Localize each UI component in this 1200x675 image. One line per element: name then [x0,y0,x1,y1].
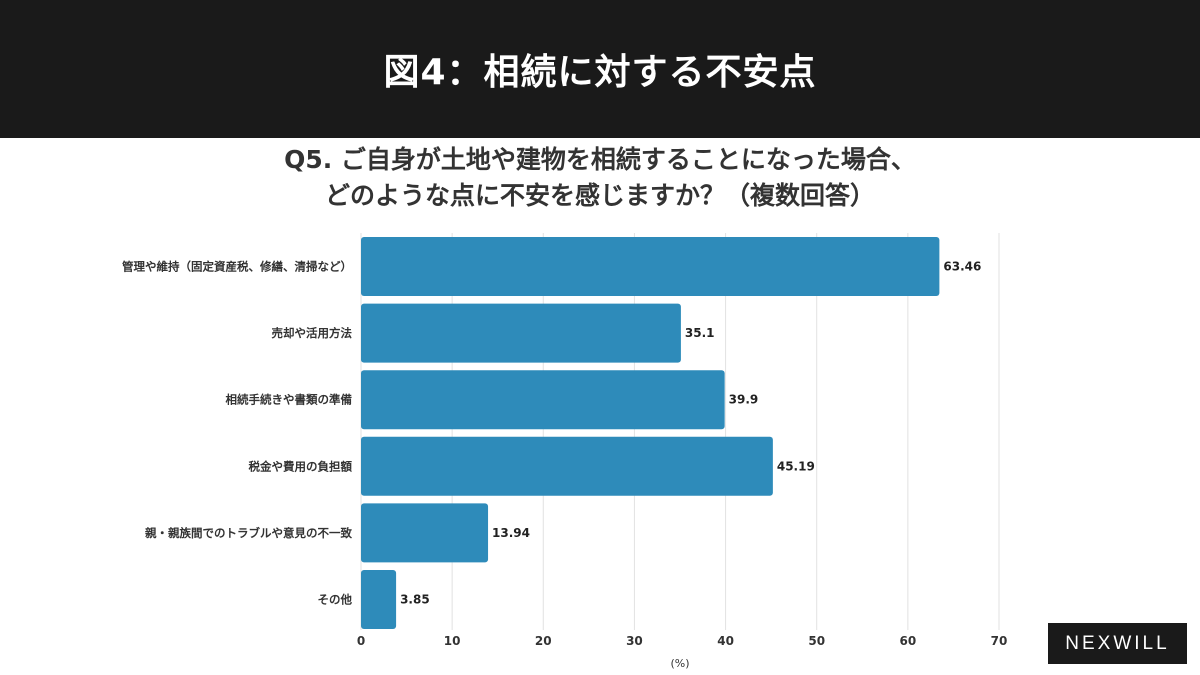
x-tick-label: 40 [717,634,734,648]
x-tick-label: 30 [626,634,643,648]
data-label: 45.19 [777,459,815,473]
chart-title-line2: どのような点に不安を感じますか？（複数回答） [324,181,875,210]
category-label: その他 [318,593,353,607]
category-label: 税金や費用の負担額 [249,459,353,473]
bar [361,436,773,496]
data-label: 39.9 [729,393,759,407]
data-label: 13.94 [492,526,530,540]
chart-title-line1: Q5. ご自身が土地や建物を相続することになった場合、 [284,145,916,174]
x-tick-label: 10 [444,634,461,648]
x-tick-label: 20 [535,634,552,648]
bar [361,570,397,629]
category-label: 親・親族間でのトラブルや意見の不一致 [145,526,352,540]
figure-title: 図4：相続に対する不安点 [383,52,817,93]
data-label: 35.1 [685,326,715,340]
nexwill-logo: NEXWILL [1048,623,1187,664]
header-banner: 図4：相続に対する不安点 [0,0,1200,138]
category-label: 相続手続きや書類の準備 [226,393,353,407]
category-label: 売却や活用方法 [272,326,353,340]
x-tick-label: 70 [991,634,1008,648]
bar [361,303,681,363]
bar [361,237,940,296]
chart-title: Q5. ご自身が土地や建物を相続することになった場合、 どのような点に不安を感じ… [0,142,1200,214]
logo-text: NEXWILL [1065,632,1170,654]
bar [361,370,725,430]
x-tick-label: 0 [357,634,365,648]
category-label: 管理や維持（固定資産税、修繕、清掃など） [122,260,352,274]
data-label: 3.85 [400,593,430,607]
x-tick-label: 50 [808,634,825,648]
x-tick-label: 60 [900,634,917,648]
x-axis-label: (%) [670,657,689,670]
data-label: 63.46 [943,260,981,274]
bar [361,503,489,563]
